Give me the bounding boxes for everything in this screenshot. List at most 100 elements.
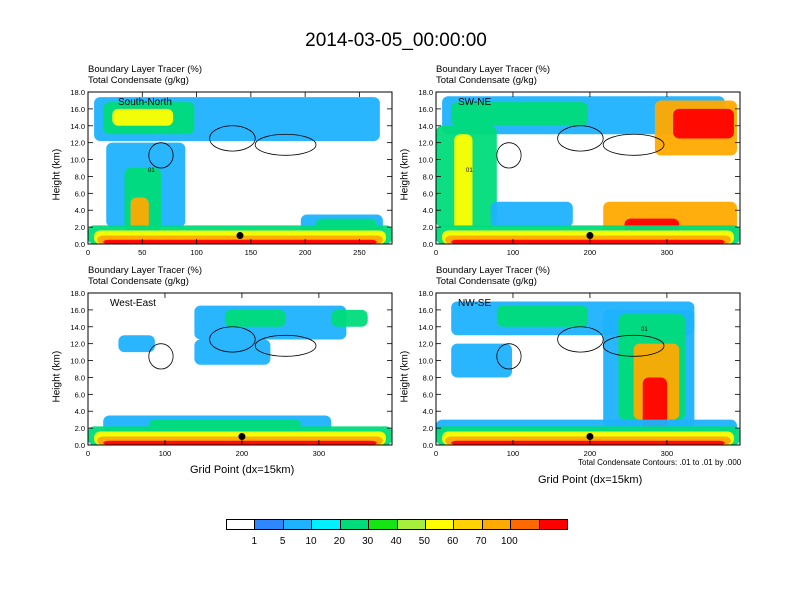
tracer-region xyxy=(454,134,473,236)
colorbar-box xyxy=(454,520,483,529)
y-tick-label: 6.0 xyxy=(75,189,85,198)
panel-label: South-North xyxy=(118,97,172,108)
condensate-contour xyxy=(496,142,522,169)
location-marker xyxy=(236,232,244,240)
x-tick-label: 200 xyxy=(584,248,597,257)
tracer-region xyxy=(112,108,174,126)
x-tick-label: 300 xyxy=(313,449,326,458)
y-tick-label: 18.0 xyxy=(70,289,85,298)
panel-title-line1: Boundary Layer Tracer (%) xyxy=(436,64,551,75)
x-tick-label: 50 xyxy=(138,248,146,257)
tracer-region xyxy=(224,309,286,327)
x-tick-label: 0 xyxy=(434,248,438,257)
panel-title-line1: Boundary Layer Tracer (%) xyxy=(88,265,203,276)
x-tick-label: 0 xyxy=(86,449,90,458)
y-tick-label: 16.0 xyxy=(418,105,433,114)
x-tick-label: 0 xyxy=(434,449,438,458)
panel-title-line2: Total Condensate (g/kg) xyxy=(436,276,537,287)
y-tick-label: 16.0 xyxy=(418,306,433,315)
y-tick-label: 0.0 xyxy=(75,240,85,249)
location-marker xyxy=(586,232,594,240)
y-tick-label: 4.0 xyxy=(423,407,433,416)
x-tick-label: 200 xyxy=(584,449,597,458)
condensate-contour xyxy=(557,326,604,353)
colorbar-box xyxy=(340,520,370,529)
colorbar-label: 10 xyxy=(305,536,317,547)
panel-label: West-East xyxy=(110,298,156,309)
y-tick-label: 6.0 xyxy=(423,390,433,399)
y-tick-label: 2.0 xyxy=(75,424,85,433)
y-tick-label: 18.0 xyxy=(418,289,433,298)
field-layer xyxy=(436,301,740,445)
colorbar-label: 60 xyxy=(447,536,459,547)
colorbar-label: 100 xyxy=(500,536,518,547)
panel-title-line2: Total Condensate (g/kg) xyxy=(88,75,189,86)
x-tick-label: 100 xyxy=(507,248,520,257)
colorbar-box xyxy=(255,520,284,529)
contour-value-label: 01 xyxy=(148,168,155,174)
condensate-contour xyxy=(148,343,174,370)
condensate-contour xyxy=(254,334,317,357)
x-tick-label: 150 xyxy=(245,248,258,257)
panel-title-south-north: Boundary Layer Tracer (%) Total Condensa… xyxy=(88,64,202,86)
y-tick-label: 12.0 xyxy=(418,340,433,349)
tracer-region xyxy=(148,419,301,429)
y-tick-label: 14.0 xyxy=(418,323,433,332)
y-tick-label: 2.0 xyxy=(423,424,433,433)
condensate-contour xyxy=(209,125,256,152)
figure-title: 2014-03-05_00:00:00 xyxy=(305,30,487,51)
panel-title-west-east: Boundary Layer Tracer (%) Total Condensa… xyxy=(88,265,202,287)
panel-label: NW-SE xyxy=(458,298,491,309)
y-tick-label: 10.0 xyxy=(418,357,433,366)
condensate-contour xyxy=(254,133,317,156)
x-tick-label: 100 xyxy=(507,449,520,458)
x-tick-label: 300 xyxy=(661,449,674,458)
plot-frame xyxy=(87,91,393,245)
colorbar-label: 1 xyxy=(251,536,258,547)
y-tick-label: 16.0 xyxy=(70,306,85,315)
location-marker xyxy=(586,433,594,441)
contour-value-label: 01 xyxy=(641,327,648,333)
y-tick-label: 18.0 xyxy=(70,88,85,97)
tracer-region xyxy=(496,305,588,327)
tracer-region xyxy=(673,108,734,139)
plot-frame xyxy=(435,292,741,446)
tracer-region xyxy=(331,309,368,327)
field-layer xyxy=(436,96,740,244)
colorbar-label: 50 xyxy=(418,536,430,547)
tracer-region xyxy=(103,440,377,445)
colorbar-box xyxy=(369,520,398,529)
colorbar-box xyxy=(283,520,313,529)
y-tick-label: 2.0 xyxy=(423,223,433,232)
y-tick-label: 0.0 xyxy=(423,240,433,249)
colorbar-label: 20 xyxy=(333,536,345,547)
condensate-contour xyxy=(602,334,665,357)
panel-title-line2: Total Condensate (g/kg) xyxy=(436,75,537,86)
y-tick-label: 6.0 xyxy=(423,189,433,198)
tracer-region xyxy=(451,239,725,244)
x-tick-label: 200 xyxy=(236,449,249,458)
panel-title-line1: Boundary Layer Tracer (%) xyxy=(436,265,551,276)
contour-value-label: 01 xyxy=(466,168,473,174)
y-tick-label: 8.0 xyxy=(75,172,85,181)
x-tick-label: 0 xyxy=(86,248,90,257)
location-marker xyxy=(238,433,246,441)
colorbar-box xyxy=(397,520,426,529)
panel-sw-ne: 0.0 2.0 4.0 6.0 8.0 10.0 12.0 14.0 16.0 18.0 0 100 2… xyxy=(418,88,741,257)
colorbar-label: 40 xyxy=(390,536,402,547)
y-tick-label: 10.0 xyxy=(70,357,85,366)
x-axis-label-right: Grid Point (dx=15km) xyxy=(538,474,643,486)
y-tick-label: 14.0 xyxy=(70,323,85,332)
condensate-contour xyxy=(557,125,604,152)
y-tick-label: 0.0 xyxy=(75,441,85,450)
y-tick-label: 14.0 xyxy=(70,122,85,131)
x-tick-label: 250 xyxy=(353,248,366,257)
y-tick-label: 6.0 xyxy=(75,390,85,399)
x-tick-label: 200 xyxy=(299,248,312,257)
panel-south-north: 0.0 2.0 4.0 6.0 8.0 10.0 12.0 14.0 16.0 18.0 0 50 10… xyxy=(70,88,393,257)
colorbar-box xyxy=(482,520,512,529)
field-layer xyxy=(88,305,392,445)
colorbar-box xyxy=(539,520,568,529)
colorbar-box xyxy=(312,520,341,529)
colorbar-label: 30 xyxy=(362,536,374,547)
